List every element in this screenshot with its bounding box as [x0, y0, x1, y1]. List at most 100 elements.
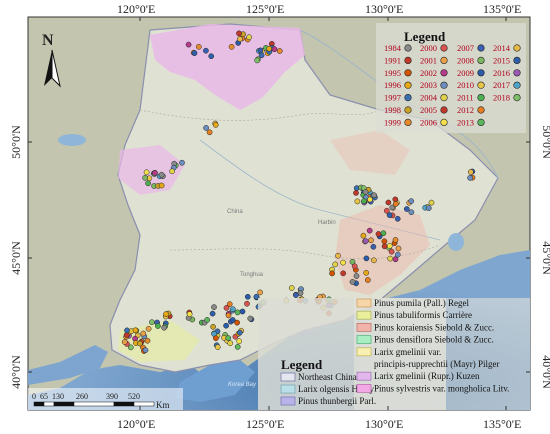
occurrence-point: [257, 289, 263, 296]
top-axis-label-135: 135°0'E: [483, 2, 521, 16]
occurrence-point: [179, 159, 185, 166]
scale-tick-0: 0: [32, 392, 36, 401]
occurrence-point: [204, 317, 211, 323]
legend-year-swatch-2018: [513, 93, 521, 102]
occurrence-point: [227, 340, 234, 347]
occurrence-point: [145, 325, 152, 332]
occurrence-point: [230, 306, 236, 313]
occurrence-point: [408, 198, 415, 204]
legend-year-swatch-2005: [440, 106, 448, 114]
occurrence-point: [203, 47, 209, 54]
occurrence-point: [149, 319, 155, 326]
species-label-1: Larix olgensis Henry: [298, 384, 374, 394]
legend-year-2010: 2010: [457, 80, 474, 90]
legend-year-2003: 2003: [420, 80, 437, 90]
north-arrow-icon: [44, 50, 52, 86]
occurrence-point: [161, 324, 167, 331]
occurrence-point: [351, 263, 358, 270]
occurrence-point: [209, 310, 216, 317]
occurrence-point: [266, 45, 272, 52]
scale-seg-6: [133, 401, 155, 407]
legend-year-1997: 1997: [384, 93, 401, 103]
scale-bar: 0 65 130 260 390 520 Km: [28, 388, 183, 410]
occurrence-point: [234, 309, 241, 316]
year-legend: Legend 1984 1991 1995 1996 1997 1998 1999 2000 2…: [376, 23, 526, 133]
occurrence-point: [386, 212, 393, 218]
occurrence-point: [354, 198, 361, 205]
korea-bay-water: [175, 360, 255, 402]
species-label-9: Larix gmelinii (Rupr.) Kuzen: [374, 371, 480, 381]
scale-tick-65: 65: [40, 392, 48, 401]
legend-year-swatch-1995: [404, 69, 412, 77]
occurrence-point: [223, 322, 229, 329]
species-label-2: Pinus thunbergii Parl.: [298, 396, 376, 406]
legend-year-swatch-2007: [477, 44, 485, 52]
occurrence-point: [140, 330, 147, 337]
scale-seg-2: [43, 401, 55, 407]
occurrence-point: [353, 190, 359, 196]
species-legend-title: Legend: [281, 357, 323, 372]
legend-year-1999: 1999: [384, 117, 401, 127]
occurrence-point: [195, 43, 202, 50]
occurrence-point: [234, 319, 240, 326]
occurrence-point: [244, 300, 250, 307]
occurrence-point: [364, 277, 371, 283]
lake-hulun: [58, 134, 86, 146]
occurrence-point: [389, 204, 396, 211]
year-legend-items: 1984 1991 1995 1996 1997 1998 1999 2000 2001 2002…: [384, 43, 521, 127]
occurrence-point: [142, 347, 149, 354]
legend-year-swatch-1984: [404, 44, 412, 52]
occurrence-point: [186, 311, 193, 317]
legend-year-swatch-2000: [440, 44, 448, 52]
occurrence-point: [236, 30, 242, 37]
species-swatch-7: [356, 347, 372, 357]
occurrence-point: [203, 125, 209, 131]
legend-year-1984: 1984: [384, 43, 402, 53]
species-label-8: principis-rupprechtii (Mayr) Pilger: [374, 359, 499, 369]
occurrence-point: [145, 180, 151, 187]
place-china: China: [227, 209, 243, 215]
occurrence-point: [360, 232, 367, 239]
occurrence-point: [127, 344, 134, 351]
legend-year-swatch-1999: [404, 118, 412, 126]
occurrence-point: [388, 248, 395, 255]
occurrence-point: [288, 285, 295, 291]
legend-year-swatch-2003: [440, 81, 448, 89]
legend-year-2013: 2013: [457, 117, 474, 127]
occurrence-point: [271, 46, 278, 53]
axis-ticks: [28, 17, 530, 410]
occurrence-point: [234, 344, 241, 350]
legend-year-2011: 2011: [457, 93, 474, 103]
occurrence-point: [121, 339, 128, 345]
occurrence-point: [375, 231, 382, 237]
legend-year-2012: 2012: [457, 105, 474, 115]
occurrence-point: [386, 243, 393, 249]
legend-year-swatch-2009: [477, 69, 485, 77]
occurrence-point: [239, 308, 246, 315]
species-legend: Legend Northeast China Larix olgensis Hen…: [258, 298, 530, 410]
scale-tick-130: 130: [52, 392, 64, 401]
species-swatch-1: [280, 384, 296, 394]
occurrence-point: [225, 335, 232, 341]
species-label-6: Pinus densiflora Siebold & Zucc.: [374, 335, 494, 345]
patch-pinus-koraiensis-ne: [330, 130, 410, 175]
occurrence-point: [394, 215, 401, 222]
occurrence-point: [169, 168, 175, 175]
right-axis-label-50: 50°0'N: [540, 125, 550, 159]
occurrence-point: [158, 171, 165, 178]
occurrence-point: [363, 255, 370, 262]
species-swatch-9: [356, 371, 372, 381]
north-arrow-icon-right: [51, 49, 61, 88]
legend-year-2006: 2006: [420, 117, 437, 127]
bottom-axis-label-135: 135°0'E: [483, 417, 521, 431]
occurrence-point: [155, 323, 161, 329]
occurrence-point: [385, 199, 392, 206]
legend-year-swatch-1991: [404, 56, 412, 65]
left-axis-label-45: 45°0'N: [9, 241, 23, 275]
occurrence-point: [293, 292, 299, 298]
occurrence-point: [395, 245, 402, 252]
species-legend-items: Northeast China Larix olgensis Henry Pinus…: [280, 298, 509, 406]
occurrence-point: [229, 317, 236, 323]
bottom-axis-label-120: 120°0'E: [117, 417, 155, 431]
species-label-0: Northeast China: [298, 372, 357, 382]
